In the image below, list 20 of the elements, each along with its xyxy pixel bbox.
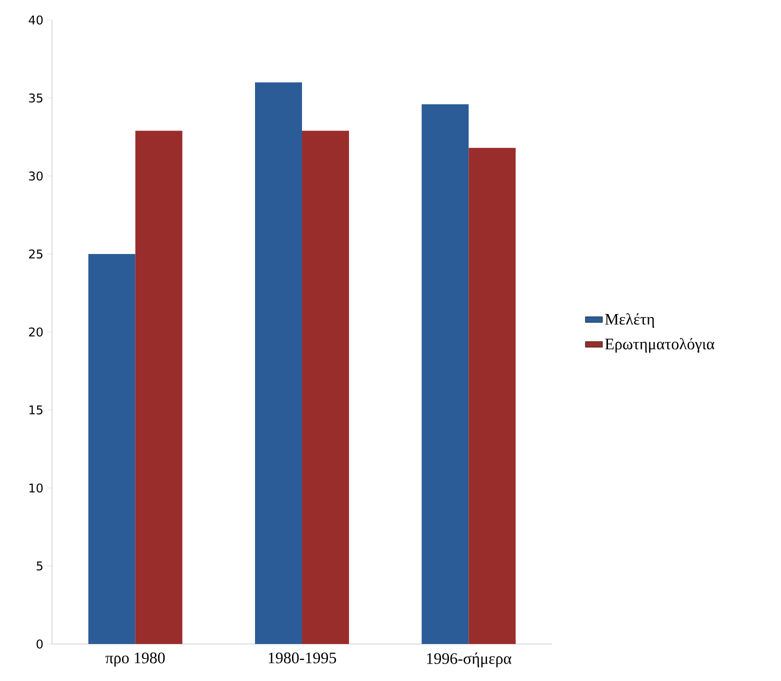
y-tick-label: 25 — [29, 249, 42, 259]
bar — [302, 130, 350, 644]
bar — [88, 254, 136, 644]
x-tick-label: 1996-σήμερα — [427, 652, 512, 668]
y-tick-label: 20 — [29, 327, 43, 337]
y-tick-label: 10 — [30, 483, 43, 493]
legend-label: Μελέτη — [605, 313, 654, 328]
bar — [422, 104, 469, 644]
y-tick-label: 15 — [30, 406, 42, 414]
y-tick-label: 5 — [36, 562, 42, 570]
bar — [468, 148, 516, 644]
y-tick-label: 40 — [28, 15, 43, 25]
bar — [135, 130, 182, 644]
y-tick-label: 35 — [29, 93, 42, 103]
x-tick-label: προ 1980 — [106, 652, 165, 667]
x-tick-label: 1980-1995 — [268, 652, 336, 664]
y-tick-label: 0 — [36, 639, 43, 649]
bar — [255, 82, 302, 644]
y-tick-label: 30 — [29, 171, 43, 181]
legend-label: Ερωτηματολόγια — [605, 338, 714, 353]
